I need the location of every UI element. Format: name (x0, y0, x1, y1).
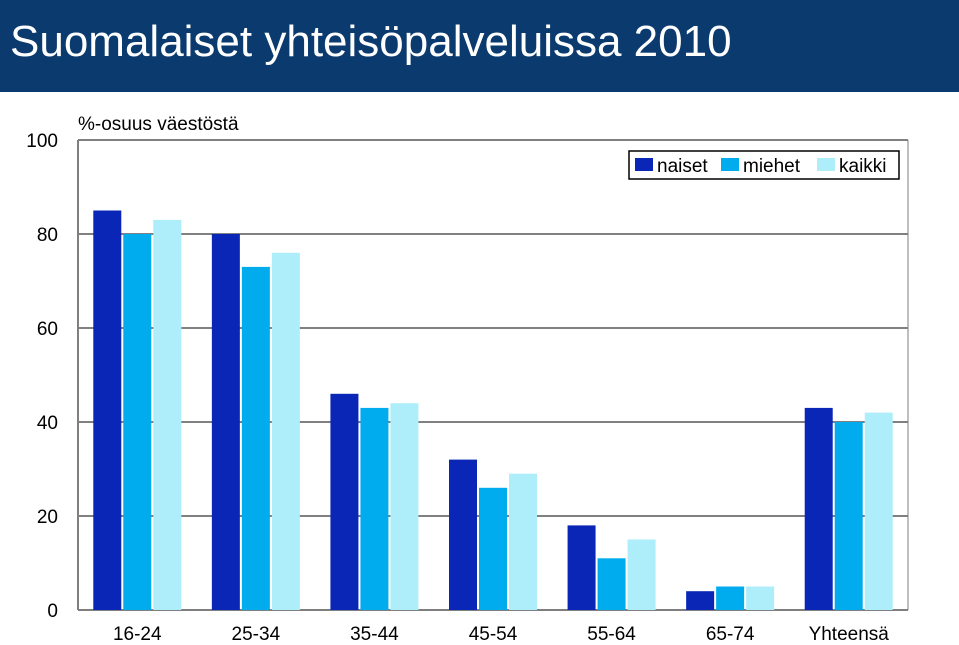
bar-miehet (597, 558, 626, 610)
bar-naiset (93, 210, 122, 610)
bar-naiset (567, 525, 596, 610)
legend-swatch-miehet (721, 158, 739, 171)
x-tick-label: Yhteensä (809, 624, 890, 645)
y-axis-label: %-osuus väestöstä (78, 114, 239, 135)
bar-naiset (804, 407, 833, 610)
y-tick-label: 60 (37, 319, 58, 340)
legend-swatch-kaikki (817, 158, 835, 171)
bar-kaikki (627, 539, 656, 610)
bar-miehet (716, 586, 745, 610)
bar-miehet (360, 407, 389, 610)
page-title: Suomalaiset yhteisöpalveluissa 2010 (10, 17, 732, 66)
x-tick-label: 55-64 (587, 624, 636, 645)
x-tick-label: 35-44 (350, 624, 399, 645)
bar-naiset (449, 459, 477, 610)
bar-chart: %-osuus väestöstä 0 20 40 60 80 100 16-24 25-34 3… (26, 114, 909, 645)
legend-label-kaikki: kaikki (839, 156, 887, 177)
bar-kaikki (509, 473, 537, 610)
title-banner: Suomalaiset yhteisöpalveluissa 2010 (0, 0, 959, 92)
y-tick-label: 20 (37, 507, 58, 528)
bar-kaikki (271, 252, 300, 611)
y-tick-label: 0 (47, 601, 58, 622)
legend-label-miehet: miehet (743, 156, 801, 177)
x-tick-label: 25-34 (232, 624, 281, 645)
legend-box (628, 150, 900, 180)
bar-miehet (123, 234, 152, 610)
bar-miehet (479, 487, 507, 610)
x-tick-label: 45-54 (469, 624, 518, 645)
legend-swatch-naiset (635, 158, 653, 171)
bar-kaikki (864, 412, 893, 610)
bar-naiset (330, 393, 359, 610)
bar-naiset (211, 234, 240, 610)
y-tick-label: 40 (37, 413, 58, 434)
bar-kaikki (746, 586, 775, 610)
y-tick-label: 80 (37, 225, 58, 246)
x-tick-label: 16-24 (113, 624, 162, 645)
y-tick-label: 100 (26, 131, 58, 152)
bar-naiset (686, 591, 715, 610)
bar-kaikki (153, 219, 182, 610)
bar-miehet (834, 422, 863, 610)
bar-miehet (241, 266, 270, 610)
bar-kaikki (390, 403, 419, 610)
legend-label-naiset: naiset (657, 156, 708, 177)
x-tick-label: 65-74 (706, 624, 755, 645)
